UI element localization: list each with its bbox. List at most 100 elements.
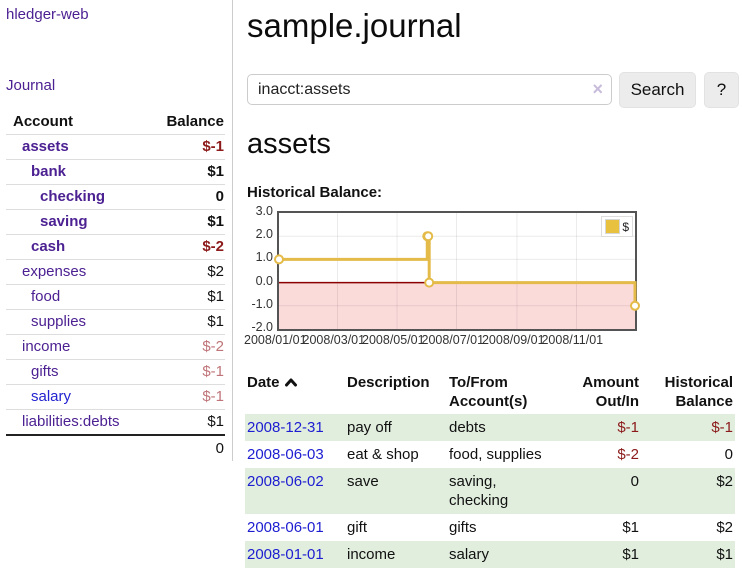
transaction-description: eat & shop bbox=[347, 446, 419, 463]
transaction-date-link[interactable]: 2008-06-01 bbox=[247, 519, 324, 536]
accounts-column-header: To/From Account(s) bbox=[449, 374, 528, 410]
transaction-date-link[interactable]: 2008-12-31 bbox=[247, 419, 324, 436]
data-point bbox=[630, 300, 640, 311]
search-input[interactable] bbox=[247, 74, 612, 105]
account-balance: $1 bbox=[147, 409, 225, 436]
legend-label: $ bbox=[622, 219, 629, 234]
account-link-income[interactable]: income bbox=[22, 338, 71, 355]
spacer bbox=[6, 434, 147, 461]
account-balance: $-2 bbox=[147, 234, 225, 260]
account-row: saving $1 bbox=[6, 209, 225, 235]
transaction-accounts: salary bbox=[449, 546, 490, 563]
account-balance: $1 bbox=[147, 159, 225, 185]
account-row: liabilities:debts $1 bbox=[6, 409, 225, 436]
account-balance: $1 bbox=[147, 309, 225, 335]
balance-column-header: Balance bbox=[147, 110, 225, 135]
chart-canvas bbox=[274, 213, 640, 329]
date-header-label: Date bbox=[247, 374, 280, 391]
transaction-accounts: saving, checking bbox=[449, 473, 509, 509]
account-link-supplies[interactable]: supplies bbox=[31, 313, 87, 330]
transaction-date-link[interactable]: 2008-01-01 bbox=[247, 546, 324, 563]
y-axis-tick-label: 0.0 bbox=[255, 273, 273, 288]
transaction-date-link[interactable]: 2008-06-03 bbox=[247, 446, 324, 463]
transaction-row: 2008-01-01 income salary $1 $1 bbox=[245, 541, 735, 568]
transaction-row: 2008-12-31 pay off debts $-1 $-1 bbox=[245, 414, 735, 441]
transaction-description: gift bbox=[347, 519, 368, 536]
account-column-header: Account bbox=[6, 110, 147, 135]
account-heading: assets bbox=[247, 128, 331, 160]
account-balance: $-1 bbox=[147, 134, 225, 160]
account-balance: 0 bbox=[147, 184, 225, 210]
accounts-total-row: 0 bbox=[6, 434, 225, 461]
account-balance: $2 bbox=[147, 259, 225, 285]
amount-column-header: Amount Out/In bbox=[582, 374, 639, 410]
y-axis-tick-label: -1.0 bbox=[251, 296, 273, 311]
legend-swatch bbox=[605, 219, 621, 234]
x-axis-tick-label: 2008/01/01 bbox=[244, 333, 307, 347]
account-link-bank[interactable]: bank bbox=[31, 163, 67, 180]
date-column-header[interactable]: Date bbox=[245, 370, 345, 414]
account-balance: $1 bbox=[147, 284, 225, 310]
account-row: salary $-1 bbox=[6, 384, 225, 410]
account-link-checking[interactable]: checking bbox=[40, 188, 106, 205]
account-row: supplies $1 bbox=[6, 309, 225, 335]
account-balance: $-2 bbox=[147, 334, 225, 360]
y-axis-tick-label: 2.0 bbox=[255, 227, 273, 242]
page: hledger-web Journal Account Balance asse… bbox=[6, 0, 742, 568]
transaction-balance: 0 bbox=[724, 446, 733, 463]
search-bar: × Search ? bbox=[247, 72, 742, 108]
transaction-amount: $1 bbox=[622, 546, 639, 563]
accounts-total-value: 0 bbox=[147, 434, 225, 461]
transaction-amount: $-2 bbox=[617, 446, 639, 463]
account-link-food[interactable]: food bbox=[31, 288, 61, 305]
help-button[interactable]: ? bbox=[704, 72, 739, 108]
description-column-header: Description bbox=[347, 374, 430, 391]
account-balance: $-1 bbox=[147, 384, 225, 410]
transaction-amount: $1 bbox=[622, 519, 639, 536]
account-link-cash[interactable]: cash bbox=[31, 238, 66, 255]
transaction-description: pay off bbox=[347, 419, 392, 436]
transaction-accounts: food, supplies bbox=[449, 446, 542, 463]
account-link-saving[interactable]: saving bbox=[40, 213, 88, 230]
clear-search-icon[interactable]: × bbox=[592, 79, 603, 99]
account-link-liabilities-debts[interactable]: liabilities:debts bbox=[22, 413, 120, 430]
page-title: sample.journal bbox=[247, 7, 462, 44]
register-header-row: Date Description To/From Account(s) Amou… bbox=[245, 370, 735, 414]
account-link-gifts[interactable]: gifts bbox=[31, 363, 59, 380]
account-row: gifts $-1 bbox=[6, 359, 225, 385]
account-row: cash $-2 bbox=[6, 234, 225, 260]
app-brand-link[interactable]: hledger-web bbox=[6, 6, 89, 23]
transaction-balance: $2 bbox=[716, 519, 733, 536]
x-axis-tick-label: 2008/11/01 bbox=[541, 333, 604, 347]
account-row: assets $-1 bbox=[6, 134, 225, 160]
x-axis-tick-label: 2008/03/01 bbox=[302, 333, 366, 347]
account-row: expenses $2 bbox=[6, 259, 225, 285]
x-axis-tick-label: 2008/05/01 bbox=[362, 333, 425, 347]
negative-region bbox=[279, 282, 635, 329]
transaction-description: income bbox=[347, 546, 396, 563]
transaction-balance: $-1 bbox=[711, 419, 733, 436]
search-input-wrap: × bbox=[247, 72, 612, 105]
accounts-table: Account Balance assets $-1 bank $1 checking 0… bbox=[6, 110, 225, 461]
y-axis-tick-label: -2.0 bbox=[251, 320, 273, 334]
account-row: income $-2 bbox=[6, 334, 225, 360]
sidebar-item-journal[interactable]: Journal bbox=[6, 77, 56, 94]
account-link-salary[interactable]: salary bbox=[31, 388, 72, 405]
register-table: Date Description To/From Account(s) Amou… bbox=[245, 370, 735, 568]
transaction-balance: $2 bbox=[716, 473, 733, 490]
chart-legend: $ bbox=[601, 216, 633, 237]
chart-plot-area: $ bbox=[274, 211, 640, 331]
chart-title: Historical Balance: bbox=[247, 184, 383, 201]
historical-balance-chart: $ 3.0 2.0 1.0 0.0 -1.0 -2.0 2008/01/01 2008/03/… bbox=[244, 202, 742, 348]
transaction-balance: $1 bbox=[716, 546, 733, 563]
search-button[interactable]: Search bbox=[619, 72, 696, 108]
account-link-expenses[interactable]: expenses bbox=[22, 263, 87, 280]
transaction-date-link[interactable]: 2008-06-02 bbox=[247, 473, 324, 490]
data-point bbox=[424, 277, 435, 288]
transaction-row: 2008-06-02 save saving, checking 0 $2 bbox=[245, 468, 735, 514]
account-row: food $1 bbox=[6, 284, 225, 310]
y-axis-tick-label: 1.0 bbox=[255, 250, 273, 265]
account-balance: $1 bbox=[147, 209, 225, 235]
account-link-assets[interactable]: assets bbox=[22, 138, 69, 155]
transaction-accounts: debts bbox=[449, 419, 486, 436]
